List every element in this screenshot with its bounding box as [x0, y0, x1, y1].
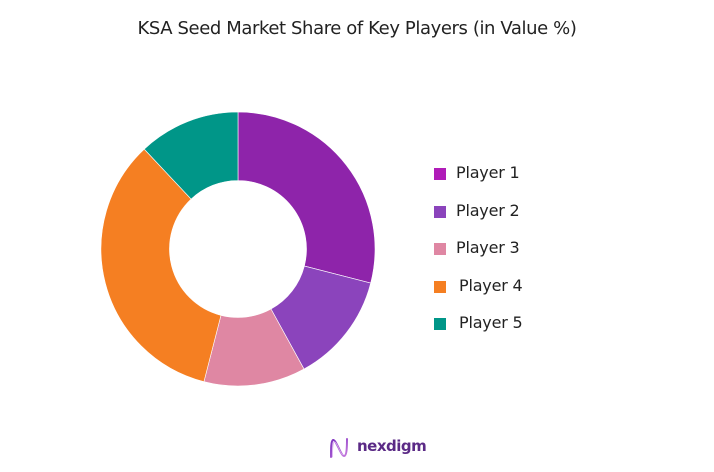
- legend-swatch: [434, 318, 446, 330]
- chart-title: KSA Seed Market Share of Key Players (in…: [137, 18, 577, 39]
- legend-label: Player 2: [456, 201, 520, 220]
- legend-swatch: [434, 206, 446, 218]
- legend-label: Player 5: [459, 313, 523, 332]
- legend-swatch: [434, 243, 446, 255]
- donut-slice-player-1[interactable]: [237, 111, 376, 284]
- legend-label: Player 1: [456, 163, 520, 182]
- nexdigm-logo-icon: [330, 438, 348, 458]
- legend-label: Player 3: [456, 238, 520, 257]
- donut-slice-player-5[interactable]: [143, 111, 239, 200]
- brand-name: nexdigm: [357, 437, 427, 455]
- donut-slice-player-4[interactable]: [100, 148, 222, 383]
- legend-label: Player 4: [459, 276, 523, 295]
- donut-slices: [100, 111, 376, 387]
- legend-swatch: [434, 281, 446, 293]
- legend-swatch: [434, 168, 446, 180]
